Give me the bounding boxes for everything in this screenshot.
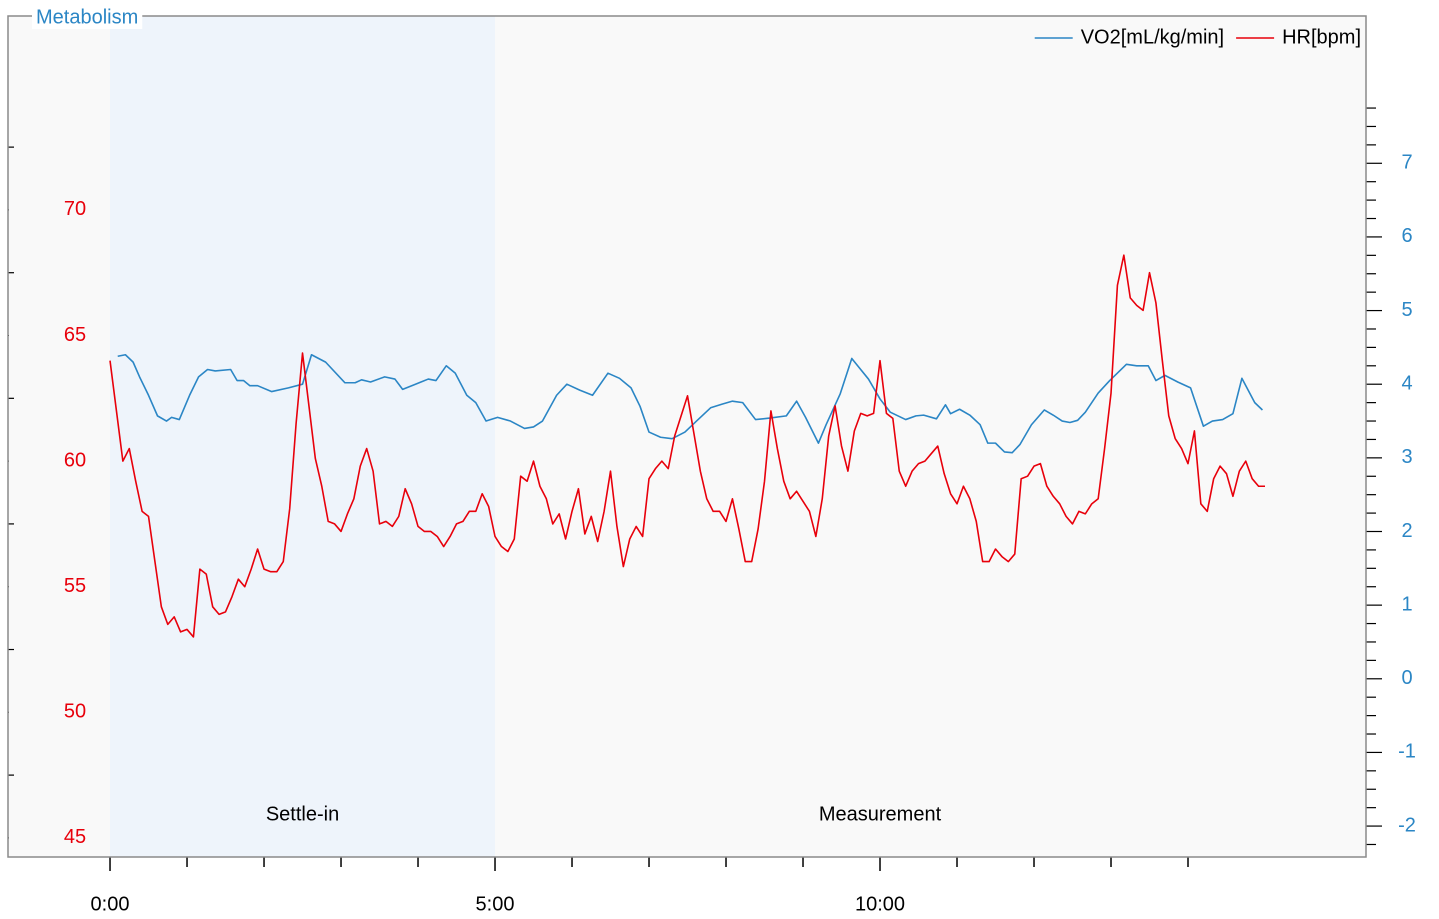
y2-tick-label: 7 bbox=[1401, 152, 1412, 174]
x-tick-label: 5:00 bbox=[476, 893, 515, 915]
y-tick-label: 45 bbox=[64, 826, 86, 848]
phase-region bbox=[110, 16, 496, 857]
chart-title: Metabolism bbox=[36, 6, 138, 28]
y2-tick-label: 2 bbox=[1401, 520, 1412, 542]
series-line bbox=[109, 254, 1265, 638]
y2-tick-label: 4 bbox=[1401, 372, 1412, 394]
y-tick-label: 70 bbox=[64, 198, 86, 220]
phase-label: Measurement bbox=[819, 803, 942, 825]
y2-tick-label: -2 bbox=[1398, 814, 1416, 836]
y-tick-label: 60 bbox=[64, 449, 86, 471]
y2-tick-label: -1 bbox=[1398, 741, 1416, 763]
x-tick-label: 10:00 bbox=[855, 893, 905, 915]
y2-tick-label: 6 bbox=[1401, 225, 1412, 247]
legend-label: HR[bpm] bbox=[1282, 26, 1361, 48]
y2-tick-label: 3 bbox=[1401, 446, 1412, 468]
series-line bbox=[117, 353, 1263, 454]
legend-label: VO2[mL/kg/min] bbox=[1081, 26, 1224, 48]
y-tick-label: 50 bbox=[64, 701, 86, 723]
plot-frame bbox=[7, 15, 1367, 858]
y2-tick-label: 0 bbox=[1401, 667, 1412, 689]
phase-label: Settle-in bbox=[266, 803, 339, 825]
y2-tick-label: 5 bbox=[1401, 299, 1412, 321]
title-background bbox=[32, 5, 143, 29]
y2-tick-label: 1 bbox=[1401, 593, 1412, 615]
y-tick-label: 55 bbox=[64, 575, 86, 597]
x-tick-label: 0:00 bbox=[91, 893, 130, 915]
y-tick-label: 65 bbox=[64, 324, 86, 346]
